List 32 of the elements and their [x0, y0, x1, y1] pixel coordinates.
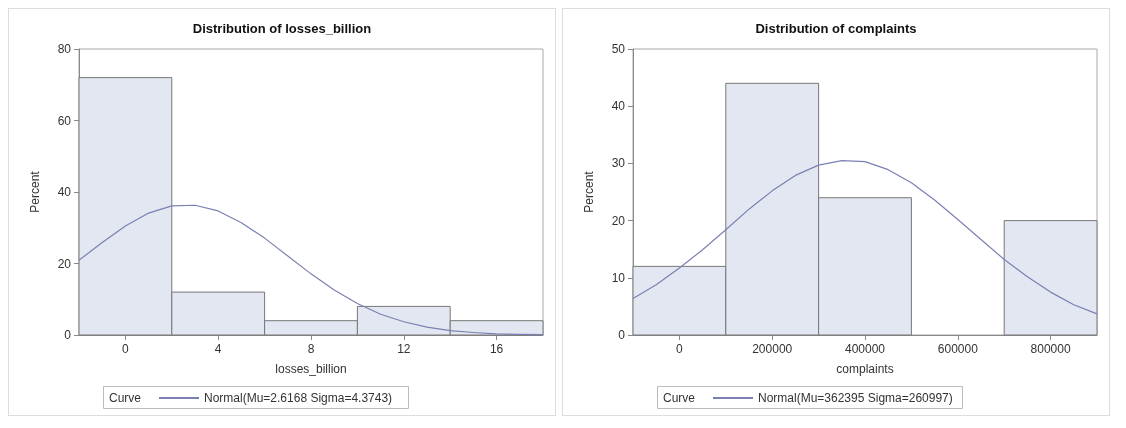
x-tick-label: 800000: [1030, 342, 1071, 356]
y-tick-label: 30: [611, 156, 626, 171]
y-tick-label: 50: [611, 42, 626, 56]
y-tick-label: 40: [57, 185, 72, 199]
x-axis-title: complaints: [836, 362, 894, 376]
y-tick-label: 20: [611, 213, 626, 228]
x-tick-label: 8: [307, 342, 315, 356]
y-tick-label: 0: [64, 328, 72, 342]
x-tick-label: 400000: [844, 342, 886, 356]
y-tick-label: 10: [611, 270, 626, 285]
x-tick-label: 600000: [937, 342, 979, 356]
chart-title: Distribution of complaints: [755, 21, 917, 36]
y-tick-label: 40: [611, 99, 626, 114]
legend-title: Curve: [109, 391, 142, 405]
x-tick-label: 12: [397, 342, 411, 356]
chart-title: Distribution of losses_billion: [192, 21, 372, 36]
x-tick-label: 200000: [752, 342, 793, 356]
x-tick-label: 16: [489, 342, 504, 356]
x-tick-label: 0: [676, 342, 684, 356]
legend-label: Normal(Mu=2.6168 Sigma=4.3743): [204, 391, 393, 405]
y-axis-title: Percent: [28, 170, 42, 213]
x-tick-label: 4: [214, 342, 222, 356]
y-tick-label: 80: [57, 42, 72, 56]
y-tick-label: 60: [57, 113, 72, 128]
line-series: [632, 159, 1098, 315]
x-tick-label: 0: [122, 342, 130, 356]
legend-label: Normal(Mu=362395 Sigma=260997): [758, 391, 953, 405]
y-tick-label: 20: [57, 256, 72, 271]
y-tick-label: 0: [618, 328, 626, 342]
legend-title: Curve: [663, 391, 696, 405]
y-axis-title: Percent: [582, 170, 596, 213]
x-axis-title: losses_billion: [275, 362, 347, 376]
